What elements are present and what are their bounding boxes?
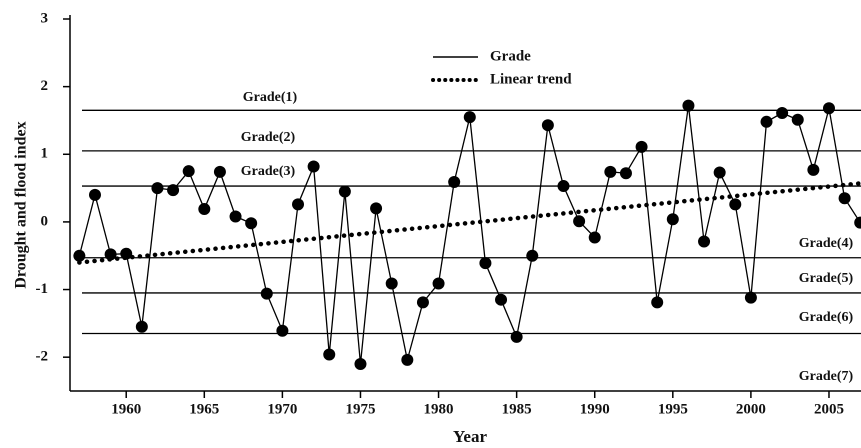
data-point xyxy=(245,217,258,230)
data-point xyxy=(744,291,757,304)
x-axis-label: Year xyxy=(453,427,487,446)
y-axis-label: Drought and flood index xyxy=(13,121,30,288)
data-point xyxy=(182,165,195,178)
y-tick-label: 0 xyxy=(41,213,49,229)
grade-label: Grade(7) xyxy=(799,369,854,384)
grade-label: Grade(5) xyxy=(799,271,854,286)
grade-label: Grade(3) xyxy=(241,164,296,179)
data-point xyxy=(619,167,632,180)
data-point xyxy=(760,115,773,128)
data-point xyxy=(432,277,445,290)
data-point xyxy=(666,213,679,226)
data-point xyxy=(729,198,742,211)
y-tick-label: -1 xyxy=(36,281,49,297)
data-point xyxy=(260,287,273,300)
data-point xyxy=(88,188,101,201)
data-point xyxy=(198,203,211,216)
x-tick-label: 1975 xyxy=(345,401,375,417)
data-point xyxy=(776,107,789,120)
data-point xyxy=(698,235,711,248)
grade-label: Grade(4) xyxy=(799,236,854,251)
data-point xyxy=(151,182,164,195)
data-point xyxy=(338,185,351,198)
x-tick-label: 2005 xyxy=(814,401,844,417)
grade-label: Grade(1) xyxy=(243,90,298,105)
data-point xyxy=(573,215,586,228)
y-tick-label: 1 xyxy=(41,146,49,162)
data-point xyxy=(510,330,523,343)
data-point xyxy=(401,353,414,366)
grade-label: Grade(2) xyxy=(241,130,296,145)
data-point xyxy=(167,184,180,197)
data-point xyxy=(838,192,851,205)
data-point xyxy=(526,249,539,262)
trend-line xyxy=(77,181,861,265)
x-tick-label: 1995 xyxy=(658,401,688,417)
data-point xyxy=(448,176,461,189)
data-point xyxy=(354,357,367,370)
data-point xyxy=(292,198,305,211)
data-point xyxy=(73,249,86,262)
data-point xyxy=(463,111,476,124)
data-point xyxy=(713,166,726,179)
data-point xyxy=(229,210,242,223)
data-point xyxy=(541,119,554,132)
data-point xyxy=(323,348,336,361)
data-point xyxy=(307,160,320,173)
x-tick-label: 1990 xyxy=(580,401,610,417)
y-tick-label: -2 xyxy=(36,349,49,365)
y-tick-label: 2 xyxy=(41,78,49,94)
data-point xyxy=(557,180,570,193)
y-tick-label: 3 xyxy=(41,10,49,26)
data-point xyxy=(651,296,664,309)
data-line xyxy=(78,105,861,365)
x-tick-label: 1965 xyxy=(189,401,219,417)
data-point xyxy=(416,296,429,309)
data-point xyxy=(588,231,601,244)
x-tick-label: 1980 xyxy=(424,401,454,417)
data-point xyxy=(822,102,835,115)
data-point xyxy=(479,257,492,270)
data-point xyxy=(635,140,648,153)
x-tick-label: 1970 xyxy=(267,401,297,417)
legend-label: Linear trend xyxy=(490,71,572,87)
data-point xyxy=(104,248,117,261)
data-point xyxy=(854,216,861,229)
x-tick-label: 1960 xyxy=(111,401,141,417)
data-point xyxy=(807,163,820,176)
data-point xyxy=(385,277,398,290)
data-point xyxy=(370,202,383,215)
data-point xyxy=(135,320,148,333)
data-point xyxy=(604,165,617,178)
x-tick-label: 1985 xyxy=(502,401,532,417)
data-point xyxy=(682,99,695,112)
data-point xyxy=(213,165,226,178)
data-point xyxy=(276,324,289,337)
data-point xyxy=(495,293,508,306)
legend-label: Grade xyxy=(490,48,531,64)
data-point xyxy=(791,113,804,126)
x-tick-label: 2000 xyxy=(736,401,766,417)
grade-label: Grade(6) xyxy=(799,310,854,325)
